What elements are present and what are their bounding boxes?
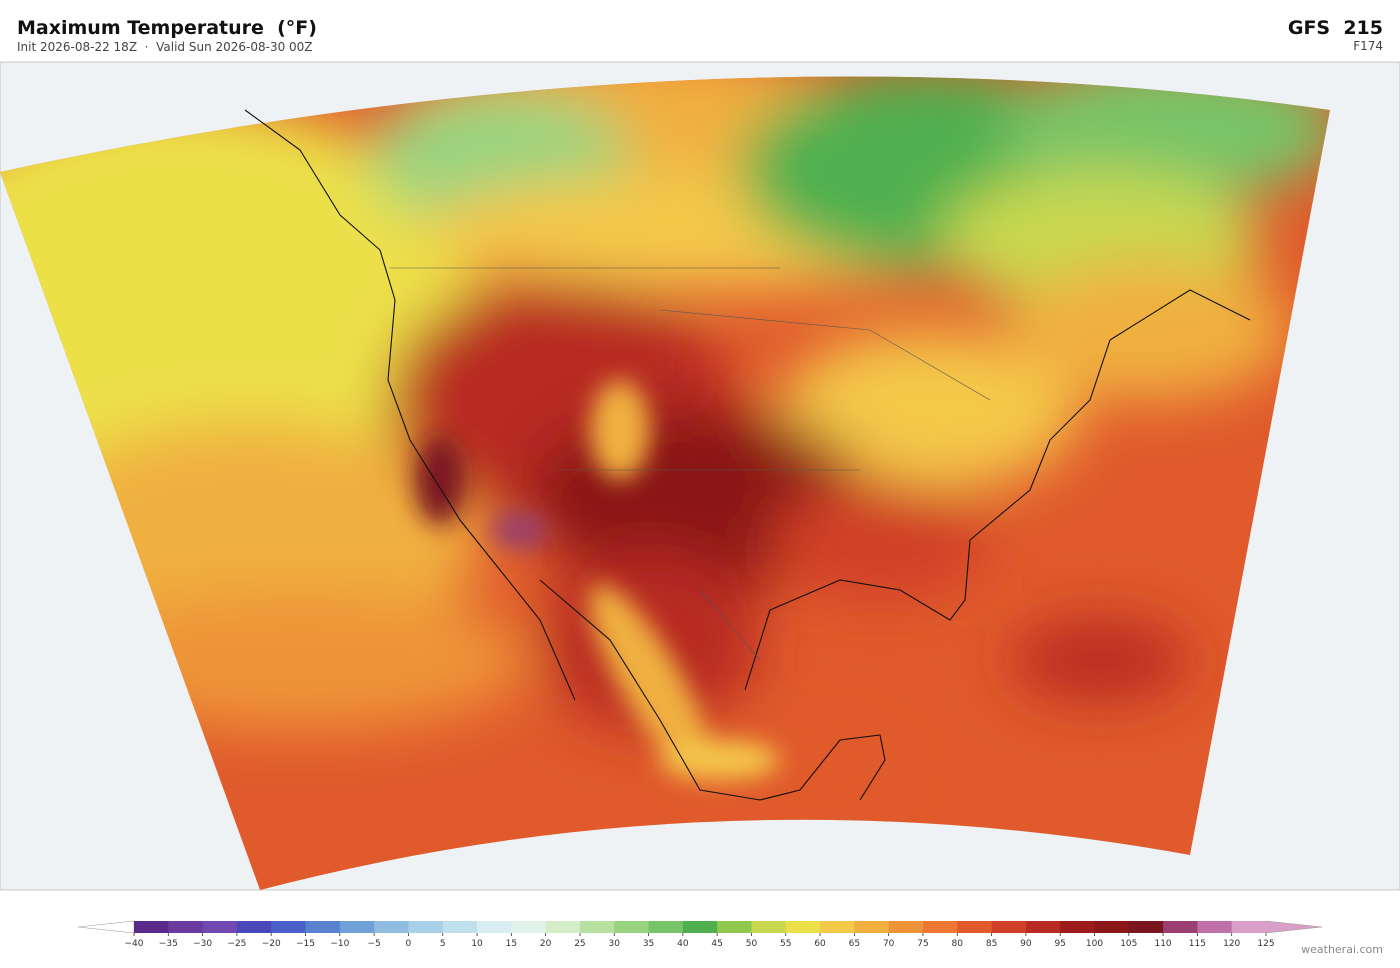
credit: weatherai.com [1301, 943, 1383, 956]
colorbar-tick-label: 100 [1086, 939, 1103, 949]
colorbar-tick-label: −35 [159, 939, 178, 949]
colorbar-tick-label: 80 [952, 939, 964, 949]
colorbar-segment [785, 921, 821, 933]
model-label: GFS 215 [1288, 17, 1383, 39]
colorbar-segment [408, 921, 444, 933]
colorbar-segment [236, 921, 272, 933]
colorbar: −40 −35 −30 −25 −20 −15 −10 −5 0 5 10 15 20 25 30 35 40 4… [77, 920, 1323, 949]
colorbar-tick-label: 60 [814, 939, 826, 949]
colorbar-segment [271, 921, 307, 933]
colorbar-tick-label: −10 [330, 939, 349, 949]
colorbar-segment [751, 921, 787, 933]
colorbar-segment [1025, 921, 1061, 933]
colorbar-segment [648, 921, 684, 933]
colorbar-segment [1094, 921, 1130, 933]
colorbar-tick-label: −25 [227, 939, 246, 949]
colorbar-tick-label: −20 [262, 939, 281, 949]
colorbar-tick-label: 50 [746, 939, 758, 949]
colorbar-segment [922, 921, 958, 933]
colorbar-tick-label: 25 [574, 939, 585, 949]
colorbar-tick-label: 20 [540, 939, 552, 949]
colorbar-segment [991, 921, 1027, 933]
borders [390, 267, 991, 661]
colorbar-tick-label: 0 [406, 939, 412, 949]
colorbar-segment [1128, 921, 1164, 933]
colorbar-segment [339, 921, 375, 933]
colorbar-segment [888, 921, 924, 933]
colorbar-tick-label: 105 [1120, 939, 1137, 949]
colorbar-tick-label: −40 [125, 939, 144, 949]
colorbar-segment [820, 921, 855, 933]
colorbar-segment [202, 921, 238, 933]
colorbar-tick-label: 40 [677, 939, 689, 949]
colorbar-tick-label: 45 [711, 939, 722, 949]
colorbar-segment [854, 921, 890, 933]
colorbar-segment [614, 921, 650, 933]
colorbar-segment [1163, 921, 1198, 933]
colorbar-segment [305, 921, 341, 933]
colorbar-tick-label: 65 [849, 939, 860, 949]
colorbar-segment [1197, 921, 1233, 933]
colorbar-tick-label: 70 [883, 939, 895, 949]
colorbar-segment [957, 921, 993, 933]
colorbar-tick-label: 90 [1020, 939, 1032, 949]
colorbar-segment [442, 921, 478, 933]
colorbar-tick-label: 125 [1257, 939, 1274, 949]
colorbar-segment [682, 921, 718, 933]
colorbar-tick-label: 55 [780, 939, 791, 949]
colorbar-segment [1060, 921, 1095, 933]
colorbar-tick-label: 115 [1189, 939, 1206, 949]
colorbar-tick-label: −15 [296, 939, 315, 949]
colorbar-segment [545, 921, 581, 933]
colorbar-tick-label: −5 [367, 939, 380, 949]
colorbar-tick-label: 110 [1154, 939, 1171, 949]
colorbar-tick-label: 120 [1223, 939, 1240, 949]
colorbar-tick-label: 10 [471, 939, 483, 949]
colorbar-tick-label: 95 [1054, 939, 1065, 949]
colorbar-tick-label: 15 [506, 939, 517, 949]
colorbar-tick-label: 30 [609, 939, 621, 949]
subtitle: Init 2026-08-22 18Z · Valid Sun 2026-08-… [17, 40, 313, 54]
map [0, 61, 1400, 891]
colorbar-segment [1231, 921, 1267, 933]
forecast-hour: F174 [1353, 39, 1383, 53]
colorbar-tick-label: 35 [643, 939, 654, 949]
colorbar-segment [717, 921, 752, 933]
colorbar-segment [477, 921, 512, 933]
colorbar-segment [511, 921, 547, 933]
colorbar-tick-label: 75 [917, 939, 928, 949]
colorbar-under [77, 920, 135, 934]
colorbar-segment [579, 921, 615, 933]
colorbar-tick-label: 5 [440, 939, 446, 949]
colorbar-segment [134, 921, 169, 933]
title: Maximum Temperature (°F) [17, 17, 317, 39]
colorbar-over [1265, 920, 1323, 934]
colorbar-segment [168, 921, 204, 933]
colorbar-tick-label: 85 [986, 939, 997, 949]
coastline [244, 109, 1251, 801]
colorbar-segment [374, 921, 409, 933]
colorbar-tick-label: −30 [193, 939, 212, 949]
